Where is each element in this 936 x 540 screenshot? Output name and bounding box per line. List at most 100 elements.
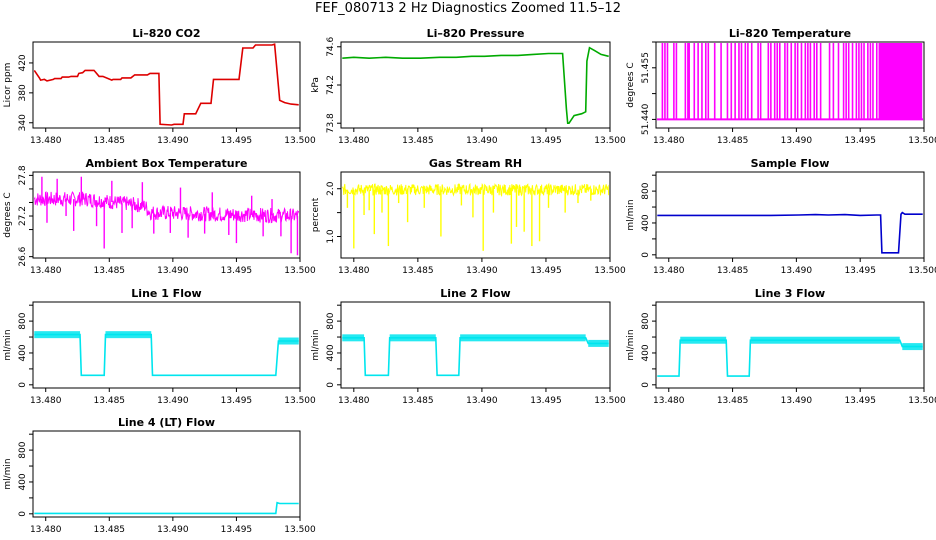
x-tick-label: 13.495	[530, 266, 562, 276]
y-tick-label: 0	[641, 252, 651, 258]
x-tick-label: 13.480	[30, 525, 62, 535]
x-tick-label: 13.500	[594, 136, 626, 146]
data-layer	[657, 336, 923, 377]
x-tick-label: 13.495	[221, 525, 253, 535]
figure-title: FEF_080713 2 Hz Diagnostics Zoomed 11.5–…	[315, 1, 621, 16]
series-line	[342, 182, 609, 197]
y-axis-label: kPa	[311, 77, 321, 93]
plot-frame	[655, 171, 925, 259]
series-line	[34, 501, 299, 515]
data-layer	[342, 46, 609, 124]
panel-5: Gas Stream RH 13.480 13.485 13.490 13.495 13.…	[311, 157, 626, 276]
panel-title: Line 1 Flow	[131, 287, 201, 300]
panel-2: Li–820 Pressure 13.480 13.485 13.490 13.495 1…	[311, 27, 626, 146]
y-axis-label: degrees C	[3, 192, 13, 237]
x-tick-label: 13.485	[402, 136, 434, 146]
panel-title: Li–820 Temperature	[729, 27, 851, 40]
x-tick-label: 13.495	[221, 396, 253, 406]
y-tick-label: 340	[18, 114, 28, 131]
plot-frame	[340, 301, 611, 389]
y-tick-label: 400	[326, 344, 336, 361]
x-tick-label: 13.480	[338, 266, 370, 276]
x-tick-label: 13.500	[594, 266, 626, 276]
x-tick-label: 13.485	[94, 525, 126, 535]
x-tick-label: 13.480	[30, 136, 62, 146]
plot-frame	[340, 41, 611, 129]
y-tick-label: 27.2	[18, 206, 28, 226]
data-layer	[34, 331, 299, 377]
y-tick-label: 73.8	[326, 113, 336, 133]
x-tick-label: 13.480	[338, 136, 370, 146]
y-axis-label: degrees C	[626, 62, 636, 107]
y-tick-label: 1.0	[326, 229, 336, 244]
panel-title: Gas Stream RH	[429, 157, 522, 170]
y-tick-label: 800	[641, 182, 651, 199]
x-tick-label: 13.490	[157, 396, 189, 406]
x-tick-label: 13.490	[781, 136, 813, 146]
plot-frame	[655, 301, 925, 389]
x-tick-label: 13.495	[221, 266, 253, 276]
y-tick-label: 74.6	[326, 36, 336, 56]
y-axis-label: ml/min	[626, 199, 636, 230]
x-tick-label: 13.485	[94, 396, 126, 406]
x-tick-label: 13.480	[653, 136, 685, 146]
y-axis-label: ml/min	[626, 329, 636, 360]
y-tick-label: 400	[641, 214, 651, 231]
y-tick-label: 800	[641, 312, 651, 329]
data-layer	[34, 176, 299, 256]
panel-title: Ambient Box Temperature	[86, 157, 248, 170]
data-layer	[342, 182, 609, 251]
plot-frame	[32, 301, 301, 389]
x-tick-label: 13.495	[530, 396, 562, 406]
y-axis-label: ml/min	[3, 329, 13, 360]
y-tick-label: 74.2	[326, 75, 336, 95]
y-tick-label: 27.8	[18, 165, 28, 185]
x-tick-label: 13.485	[717, 266, 749, 276]
x-tick-label: 13.500	[594, 396, 626, 406]
x-tick-label: 13.500	[284, 525, 316, 535]
data-layer	[342, 334, 609, 377]
panel-title: Li–820 CO2	[132, 27, 200, 40]
x-tick-label: 13.495	[221, 136, 253, 146]
x-tick-label: 13.490	[157, 266, 189, 276]
x-tick-label: 13.485	[717, 396, 749, 406]
y-tick-label: 0	[326, 382, 336, 388]
plot-frame	[655, 41, 925, 129]
data-layer	[34, 43, 299, 126]
x-tick-label: 13.500	[908, 136, 936, 146]
y-axis-label: ml/min	[3, 458, 13, 489]
x-tick-label: 13.480	[30, 266, 62, 276]
y-tick-label: 0	[18, 382, 28, 388]
plot-frame	[340, 171, 611, 259]
x-tick-label: 13.490	[157, 525, 189, 535]
panel-4: Ambient Box Temperature 13.480 13.485 13.49…	[3, 157, 316, 276]
series-line	[34, 333, 299, 377]
y-tick-label: 0	[18, 511, 28, 517]
y-tick-label: 800	[18, 441, 28, 458]
x-tick-label: 13.490	[466, 396, 498, 406]
panel-title: Line 4 (LT) Flow	[118, 416, 215, 429]
x-tick-label: 13.480	[653, 266, 685, 276]
x-tick-label: 13.490	[781, 396, 813, 406]
x-tick-label: 13.485	[94, 136, 126, 146]
panel-1: Li–820 CO2 13.480 13.485 13.490 13.495 13.500…	[3, 27, 316, 146]
y-tick-label: 380	[18, 84, 28, 101]
y-tick-label: 26.6	[18, 246, 28, 266]
data-layer	[34, 501, 299, 515]
panel-9: Line 3 Flow 13.480 13.485 13.490 13.495 13.50…	[626, 287, 936, 406]
x-tick-label: 13.495	[844, 136, 876, 146]
x-tick-label: 13.500	[284, 266, 316, 276]
panel-3: Li–820 Temperature 13.480 13.485 13.490 13.4…	[626, 27, 936, 146]
x-tick-label: 13.485	[402, 266, 434, 276]
x-tick-label: 13.490	[466, 266, 498, 276]
x-tick-label: 13.485	[402, 396, 434, 406]
series-line	[34, 43, 299, 126]
y-tick-label: 400	[641, 344, 651, 361]
x-tick-label: 13.480	[30, 396, 62, 406]
y-axis-label: ml/min	[311, 329, 321, 360]
y-tick-label: 51.455	[641, 52, 651, 84]
y-tick-label: 400	[18, 344, 28, 361]
data-layer	[657, 211, 923, 254]
panel-10: Line 4 (LT) Flow 13.480 13.485 13.490 13.495…	[3, 416, 316, 535]
